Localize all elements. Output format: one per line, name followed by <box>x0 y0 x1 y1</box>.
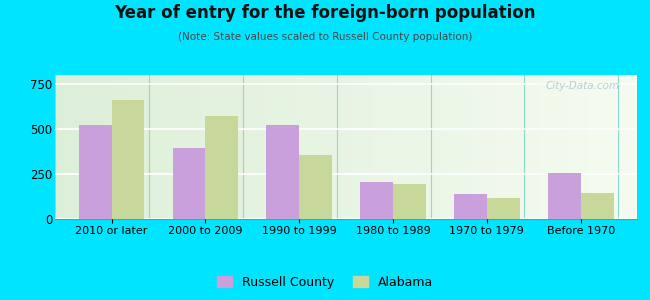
Bar <box>454 194 487 219</box>
Bar <box>79 125 112 219</box>
Bar <box>172 148 205 219</box>
Bar <box>580 193 614 219</box>
Bar <box>393 184 426 219</box>
Bar <box>548 173 580 219</box>
Bar <box>299 155 332 219</box>
Bar <box>266 124 299 219</box>
Bar <box>112 100 144 219</box>
Bar <box>360 182 393 219</box>
Legend: Russell County, Alabama: Russell County, Alabama <box>212 271 438 294</box>
Text: Year of entry for the foreign-born population: Year of entry for the foreign-born popul… <box>114 4 536 22</box>
Bar <box>205 116 238 219</box>
Text: City-Data.com: City-Data.com <box>545 81 619 91</box>
Text: (Note: State values scaled to Russell County population): (Note: State values scaled to Russell Co… <box>178 32 472 41</box>
Bar <box>487 198 520 219</box>
